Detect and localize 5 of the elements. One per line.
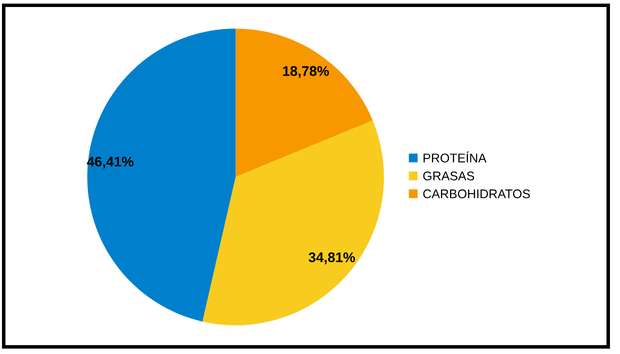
legend-label: PROTEÍNA bbox=[424, 151, 486, 162]
data-label: 34,81% bbox=[308, 252, 356, 264]
data-label: 18,78% bbox=[283, 66, 329, 78]
legend-label: CARBOHIDRATOS bbox=[423, 189, 530, 198]
legend-label: GRASAS bbox=[423, 172, 474, 180]
